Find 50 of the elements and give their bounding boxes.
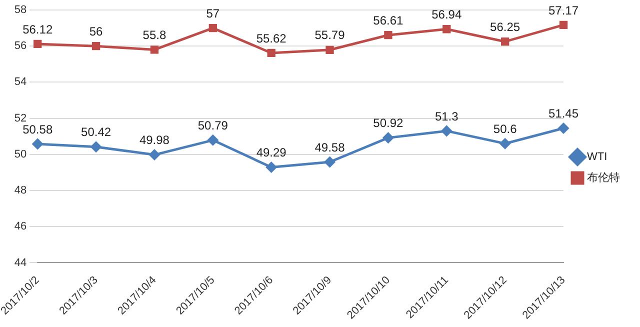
y-tick-label: 48 xyxy=(14,184,27,197)
data-label: 50.6 xyxy=(493,122,518,136)
data-label: 49.98 xyxy=(139,133,170,148)
point xyxy=(382,132,394,144)
data-label: 49.29 xyxy=(256,146,287,160)
data-label: 56 xyxy=(89,24,104,38)
y-tick-label: 56 xyxy=(14,40,27,52)
data-label: 56.25 xyxy=(490,20,520,34)
point xyxy=(92,42,100,50)
data-label: 50.58 xyxy=(22,122,53,136)
point xyxy=(150,46,159,54)
data-label: 57.17 xyxy=(548,3,579,18)
legend-label: WTI xyxy=(587,151,608,164)
data-label: 56.12 xyxy=(22,22,53,36)
point xyxy=(149,150,160,160)
point xyxy=(500,138,510,149)
data-label: 56.61 xyxy=(373,13,404,28)
data-label: 55.79 xyxy=(314,28,346,42)
y-tick-label: 46 xyxy=(14,220,27,233)
data-label: 49.58 xyxy=(314,140,346,154)
data-label: 55.62 xyxy=(256,31,287,46)
data-label: 55.8 xyxy=(142,28,166,42)
point xyxy=(267,48,276,58)
point xyxy=(266,162,277,172)
data-label: 51.45 xyxy=(548,106,579,121)
point xyxy=(324,156,336,168)
y-tick-label: 50 xyxy=(14,148,27,160)
y-tick-label: 58 xyxy=(14,4,27,16)
data-label: 57 xyxy=(206,6,220,20)
point xyxy=(34,40,42,48)
y-tick-label: 44 xyxy=(14,256,27,269)
point xyxy=(90,142,102,152)
point xyxy=(559,20,568,30)
point xyxy=(442,25,451,34)
point xyxy=(326,46,334,54)
data-label: 50.92 xyxy=(373,116,404,130)
data-label: 50.42 xyxy=(81,125,112,140)
y-tick-label: 54 xyxy=(14,76,27,88)
legend-label: 布伦特 xyxy=(587,172,620,184)
point xyxy=(441,126,452,136)
point xyxy=(558,122,569,134)
point xyxy=(208,24,217,32)
point xyxy=(32,138,43,150)
y-tick-label: 52 xyxy=(14,112,27,124)
point xyxy=(500,38,510,46)
data-label: 50.79 xyxy=(198,118,228,132)
point xyxy=(384,31,392,40)
point xyxy=(208,134,218,146)
data-label: 51.3 xyxy=(434,109,459,124)
data-label: 56.94 xyxy=(432,7,462,22)
